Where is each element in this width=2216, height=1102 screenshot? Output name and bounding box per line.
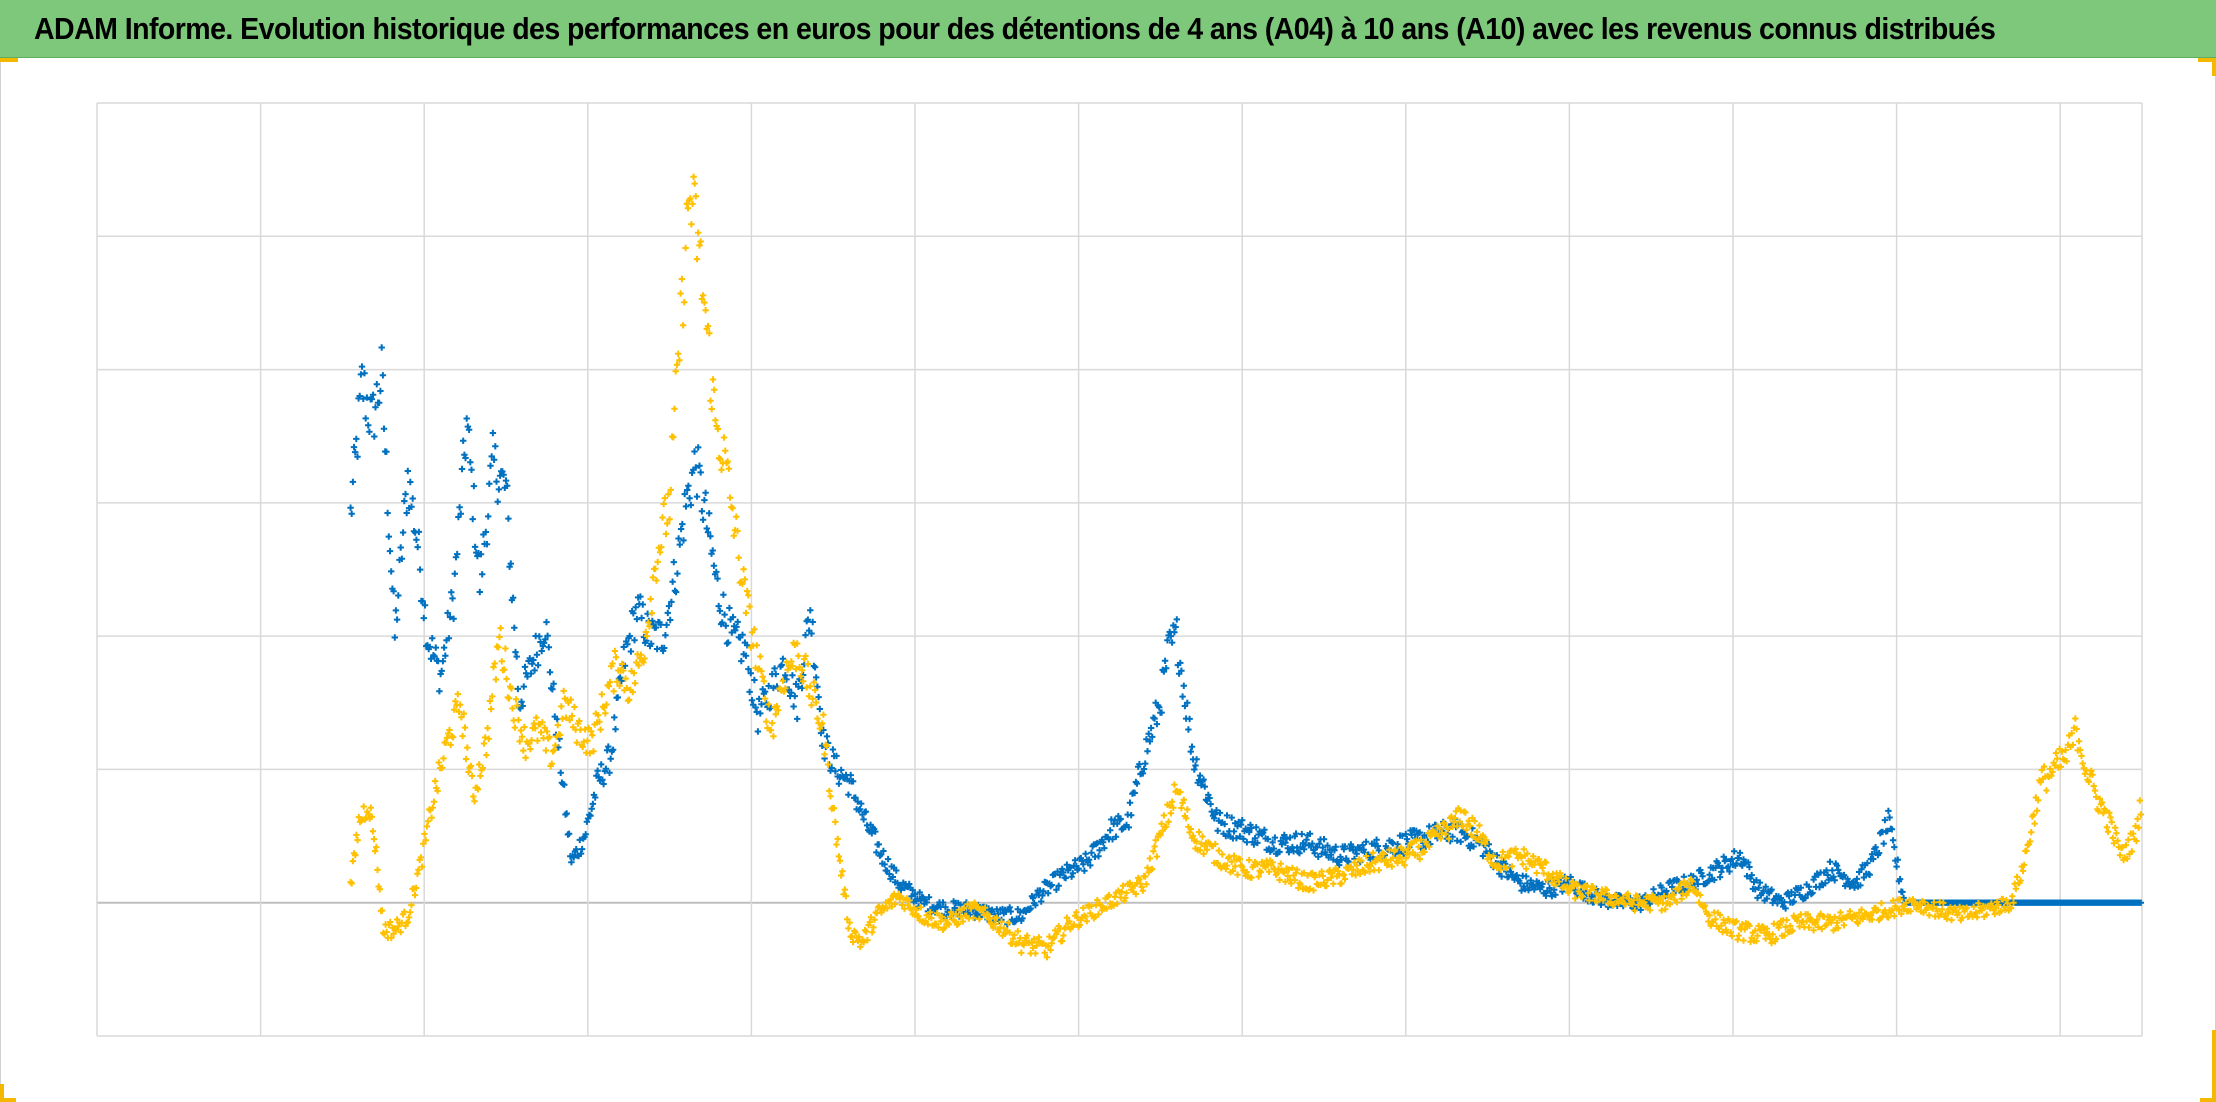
series-yellow <box>347 173 2145 961</box>
corner-accent-bottom-right-h <box>2200 1098 2216 1102</box>
corner-accent-bottom-left <box>0 1084 4 1102</box>
title-bar: ADAM Informe. Evolution historique des p… <box>0 0 2216 58</box>
chart-title: ADAM Informe. Evolution historique des p… <box>34 10 1996 46</box>
corner-accent-bottom-right <box>2212 1030 2216 1102</box>
series-layer <box>347 173 2145 961</box>
corner-accent-top-left <box>0 58 18 62</box>
series-markers <box>347 173 2145 961</box>
corner-accent-right-top <box>2212 58 2216 76</box>
grid <box>96 102 2143 1037</box>
corner-accent-bottom-left-h <box>0 1098 16 1102</box>
corner-accent-top-right <box>2198 58 2216 62</box>
